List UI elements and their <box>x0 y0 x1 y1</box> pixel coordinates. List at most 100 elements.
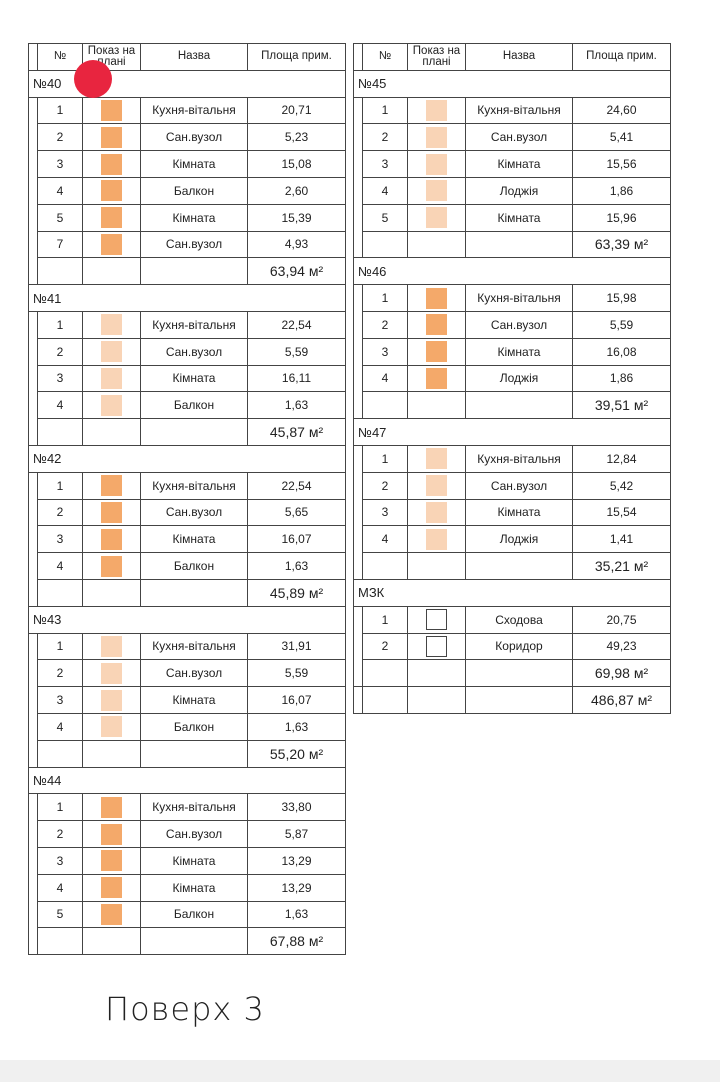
spacer-cell <box>29 847 38 875</box>
plan-swatch-cell <box>408 445 466 473</box>
subtotal-area: 39,51 м² <box>573 392 671 420</box>
table-row: 1 Кухня-вітальня 22,54 <box>29 311 346 339</box>
table-row: 3 Кімната 15,56 <box>354 151 671 178</box>
room-area: 1,86 <box>573 177 671 205</box>
color-swatch <box>426 153 447 175</box>
spacer-cell <box>354 526 363 554</box>
color-swatch <box>101 796 122 818</box>
table-row: 3 Кімната 15,08 <box>29 151 346 178</box>
plan-swatch-cell <box>408 606 466 634</box>
room-name: Кухня-вітальня <box>141 311 248 339</box>
room-number: 4 <box>38 874 83 902</box>
spacer-cell <box>354 285 363 312</box>
color-swatch <box>101 716 122 738</box>
bottom-bar <box>0 1060 720 1082</box>
empty-cell <box>38 258 83 286</box>
plan-swatch-cell <box>408 499 466 527</box>
spacer-cell <box>354 660 363 688</box>
spacer-cell <box>29 526 38 554</box>
room-area: 5,42 <box>573 472 671 500</box>
room-name: Кухня-вітальня <box>141 97 248 125</box>
spacer-cell <box>29 231 38 259</box>
room-name: Кімната <box>466 499 573 527</box>
room-number: 4 <box>363 365 408 393</box>
table-row: 7 Сан.вузол 4,93 <box>29 231 346 259</box>
plan-swatch-cell <box>83 97 141 125</box>
apartment-header: №41 <box>29 285 346 312</box>
header-show: Показ на плані <box>83 44 141 71</box>
spacer-cell <box>29 472 38 500</box>
spacer-cell <box>29 338 38 366</box>
table-row: 4 Лоджія 1,41 <box>354 526 671 554</box>
plan-swatch-cell <box>83 231 141 259</box>
table-row: 1 Кухня-вітальня 22,54 <box>29 472 346 500</box>
table-row: 5 Кімната 15,39 <box>29 204 346 232</box>
room-number: 3 <box>38 365 83 393</box>
room-number: 5 <box>38 901 83 929</box>
subtotal-area: 69,98 м² <box>573 660 671 688</box>
header-no: № <box>363 44 408 71</box>
plan-swatch-cell <box>408 526 466 554</box>
room-number: 5 <box>363 204 408 232</box>
spacer-cell <box>354 231 363 259</box>
empty-cell <box>466 231 573 259</box>
room-area: 13,29 <box>248 874 346 902</box>
color-swatch <box>426 635 447 657</box>
subtotal-area: 55,20 м² <box>248 740 346 768</box>
room-number: 2 <box>363 124 408 152</box>
plan-swatch-cell <box>83 553 141 580</box>
spacer-cell <box>29 365 38 393</box>
apartment-header: №40 <box>29 70 346 98</box>
room-number: 4 <box>38 177 83 205</box>
table-row: 2 Сан.вузол 5,41 <box>354 124 671 152</box>
color-swatch <box>426 501 447 523</box>
color-swatch <box>101 635 122 657</box>
subtotal-area: 63,39 м² <box>573 231 671 259</box>
room-area: 1,86 <box>573 365 671 393</box>
plan-swatch-cell <box>83 338 141 366</box>
room-area: 4,93 <box>248 231 346 259</box>
room-area: 1,63 <box>248 901 346 929</box>
marker-dot <box>74 60 112 98</box>
room-name: Кімната <box>141 687 248 714</box>
subtotal-row: 45,89 м² <box>29 579 346 607</box>
spacer-cell <box>29 553 38 580</box>
apartment-title: МЗК <box>354 579 671 607</box>
room-number: 2 <box>38 338 83 366</box>
empty-cell <box>466 553 573 580</box>
room-number: 3 <box>363 151 408 178</box>
room-area: 1,41 <box>573 526 671 554</box>
room-name: Лоджія <box>466 177 573 205</box>
room-number: 4 <box>363 177 408 205</box>
plan-swatch-cell <box>83 365 141 393</box>
spacer-cell <box>354 472 363 500</box>
table-row: 4 Балкон 2,60 <box>29 177 346 205</box>
spacer-cell <box>29 204 38 232</box>
room-area: 5,23 <box>248 124 346 152</box>
room-number: 3 <box>363 499 408 527</box>
room-name: Лоджія <box>466 365 573 393</box>
color-swatch <box>101 207 122 229</box>
room-number: 2 <box>363 633 408 661</box>
header-name: Назва <box>466 44 573 71</box>
empty-cell <box>408 687 466 714</box>
room-number: 1 <box>38 633 83 661</box>
room-name: Сходова <box>466 606 573 634</box>
room-number: 2 <box>363 311 408 339</box>
empty-cell <box>141 740 248 768</box>
room-area: 24,60 <box>573 97 671 125</box>
empty-cell <box>141 928 248 956</box>
subtotal-row: 35,21 м² <box>354 553 671 580</box>
room-number: 1 <box>363 285 408 312</box>
room-number: 2 <box>38 124 83 152</box>
room-number: 3 <box>38 847 83 875</box>
table-row: 2 Сан.вузол 5,87 <box>29 821 346 848</box>
spacer-cell <box>354 687 363 714</box>
color-swatch <box>101 394 122 416</box>
spacer-cell <box>29 901 38 929</box>
table-row: 4 Балкон 1,63 <box>29 713 346 741</box>
table-row: 5 Кімната 15,96 <box>354 204 671 232</box>
room-area: 1,63 <box>248 392 346 420</box>
room-area: 49,23 <box>573 633 671 661</box>
header-no: № <box>38 44 83 71</box>
